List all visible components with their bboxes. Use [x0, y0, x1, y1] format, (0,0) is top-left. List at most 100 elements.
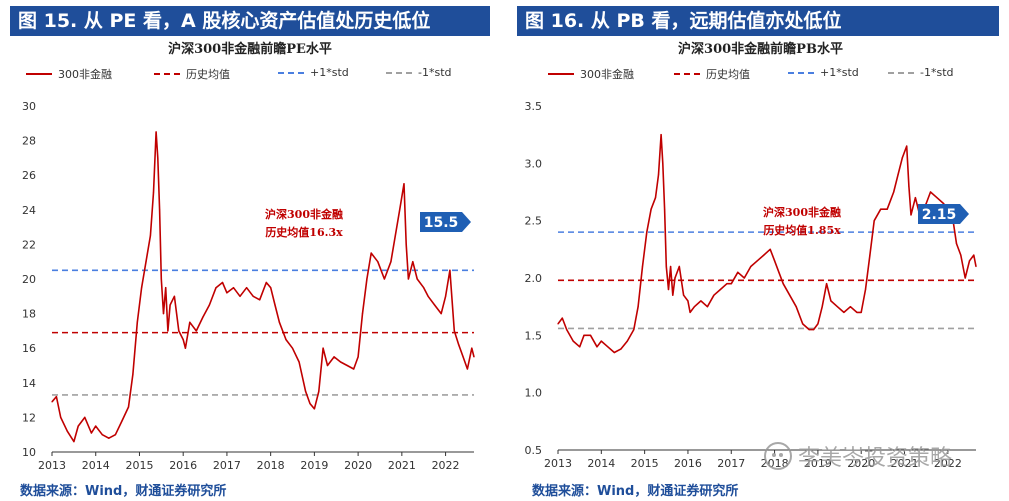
pb-y-tick-label: 0.5: [525, 444, 543, 457]
pe-data-point: [265, 281, 267, 284]
pe-y-tick-label: 16: [22, 342, 36, 355]
pe-data-point: [252, 295, 254, 297]
pb-data-point: [802, 323, 804, 325]
pe-data-point: [390, 261, 392, 263]
pb-data-point: [808, 329, 810, 331]
pb-data-point: [626, 340, 628, 342]
pe-data-point: [132, 373, 134, 375]
pb-data-point: [817, 323, 819, 325]
pe-data-point: [298, 361, 300, 363]
pe-data-point: [145, 261, 147, 263]
pb-data-point: [821, 306, 823, 308]
pe-data-point: [73, 441, 75, 443]
pe-data-point: [471, 347, 473, 349]
pb-data-point: [955, 243, 958, 245]
pb-data-point: [929, 191, 932, 193]
pe-y-tick-label: 18: [22, 308, 36, 321]
pb-data-point: [737, 271, 739, 273]
pe-legend-plus-std-label: +1*std: [310, 66, 349, 79]
pb-data-point: [886, 208, 888, 210]
pb-data-point: [843, 311, 845, 313]
pe-x-tick-label: 2014: [82, 459, 110, 472]
pb-data-point: [795, 306, 797, 308]
pb-legend-mean-swatch: [674, 73, 700, 75]
pb-data-point: [713, 294, 715, 296]
pe-data-point: [108, 437, 110, 439]
pe-data-point: [136, 321, 138, 323]
pb-data-point: [964, 277, 966, 279]
pb-data-point: [968, 260, 971, 262]
pe-data-point: [157, 157, 159, 159]
pe-data-point: [405, 243, 407, 245]
pb-data-point: [683, 294, 685, 296]
pb-data-point: [646, 231, 648, 233]
pb-data-point: [657, 174, 660, 176]
pe-data-point: [416, 278, 418, 280]
pe-figure-title: 图 15. 从 PE 看，A 股核心资产估值处历史低位: [10, 6, 490, 36]
pe-data-point: [215, 287, 217, 289]
pe-legend-series-swatch: [26, 73, 52, 75]
pe-panel: 图 15. 从 PE 看，A 股核心资产估值处历史低位 沪深300非金融前瞻PE…: [0, 0, 500, 501]
pb-data-point: [726, 283, 728, 285]
pb-data-point: [654, 197, 657, 199]
pe-data-point: [394, 235, 396, 237]
pe-data-point: [259, 299, 261, 301]
pe-x-tick-label: 2016: [169, 459, 197, 472]
pb-data-point: [750, 265, 752, 268]
pe-x-tick-label: 2019: [300, 459, 328, 472]
pe-data-point: [340, 361, 342, 363]
pb-data-point: [936, 197, 938, 199]
pe-data-point: [158, 209, 161, 211]
pb-legend-plus-std-label: +1*std: [820, 66, 859, 79]
pb-data-point: [860, 311, 862, 313]
pe-data-point: [434, 304, 436, 306]
pb-source: 数据来源：Wind，财通证券研究所: [532, 484, 739, 499]
pe-data-point: [184, 347, 186, 349]
pb-legend-minus-std-label: -1*std: [920, 66, 954, 79]
pb-panel: 图 16. 从 PB 看，远期估值亦处低位 沪深300非金融前瞻PB水平 300…: [512, 0, 1009, 501]
pe-data-point: [149, 235, 151, 237]
pe-data-point: [274, 304, 276, 306]
pb-y-tick-label: 3.0: [525, 157, 543, 170]
pb-x-tick-label: 2019: [804, 457, 832, 470]
pb-y-tick-label: 3.5: [525, 100, 543, 113]
pe-data-point: [101, 434, 103, 436]
pe-data-point: [173, 295, 176, 297]
pe-data-point: [370, 252, 372, 254]
pb-legend-mean-label: 历史均值: [706, 68, 750, 81]
pe-y-tick-label: 10: [22, 446, 36, 459]
pb-x-tick-label: 2021: [891, 457, 919, 470]
pb-data-point: [689, 311, 691, 313]
pb-data-point: [743, 277, 745, 279]
pb-legend-series: 300非金融: [548, 66, 634, 82]
pe-data-point: [95, 425, 97, 427]
pe-data-point: [346, 364, 348, 367]
pe-legend-mean-swatch: [154, 73, 180, 75]
pb-data-point: [561, 317, 563, 319]
pe-data-point: [182, 338, 184, 341]
pe-annotation-mean: 历史均值16.3x: [265, 225, 343, 239]
pb-data-point: [674, 277, 676, 279]
pe-data-point: [155, 131, 157, 133]
pb-data-point: [566, 329, 568, 331]
pb-data-point: [910, 214, 912, 216]
pe-data-point: [326, 364, 329, 367]
pe-data-point: [202, 316, 204, 318]
pb-data-point: [873, 220, 875, 222]
pb-data-point: [789, 294, 791, 296]
pb-data-point: [856, 311, 858, 313]
pb-legend: 300非金融 历史均值 +1*std -1*std: [534, 66, 999, 82]
pe-data-point: [403, 183, 405, 185]
pe-data-point: [318, 390, 320, 393]
pb-data-point: [672, 294, 674, 296]
pe-y-tick-label: 22: [22, 238, 36, 251]
pb-x-tick-label: 2014: [587, 457, 615, 470]
pb-data-point: [663, 208, 666, 210]
pb-data-point: [687, 300, 689, 302]
pe-data-point: [322, 347, 324, 349]
pb-data-point: [620, 348, 622, 350]
pb-data-point: [825, 283, 828, 285]
pb-data-point: [678, 265, 680, 268]
pb-data-point: [893, 191, 895, 193]
